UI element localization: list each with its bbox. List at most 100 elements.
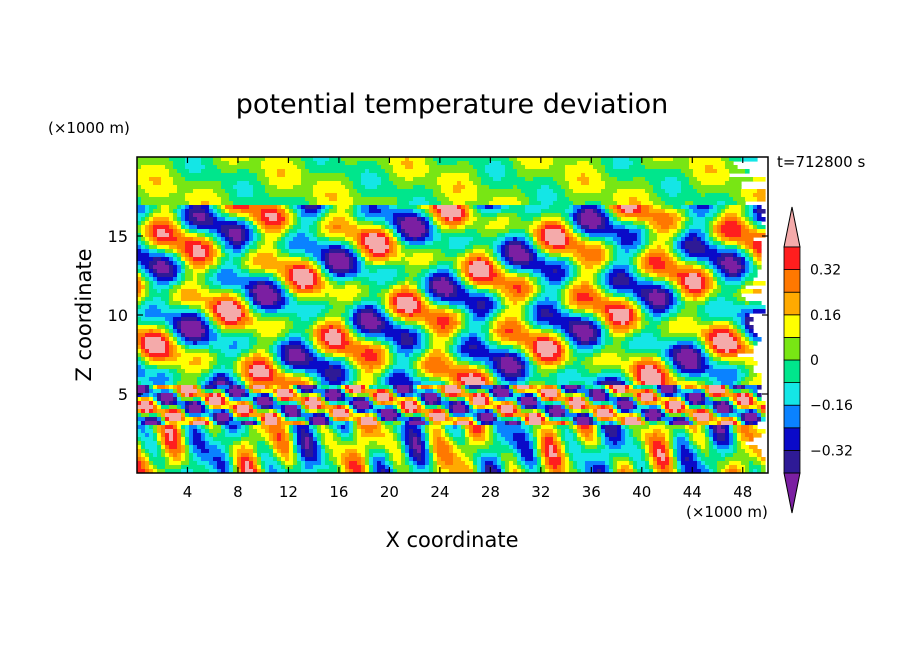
contour-cell [565, 393, 574, 398]
contour-cell [641, 373, 662, 378]
contour-cell [677, 389, 682, 394]
contour-cell [325, 305, 334, 310]
contour-cell [137, 281, 142, 286]
contour-cell [301, 157, 314, 162]
contour-cell [201, 389, 206, 394]
contour-cell [213, 325, 218, 330]
contour-cell [485, 409, 490, 414]
contour-cell [245, 237, 250, 242]
contour-cell [197, 281, 206, 286]
contour-cell [281, 285, 286, 290]
contour-cell [501, 409, 514, 414]
contour-cell [177, 205, 182, 210]
contour-cell [609, 173, 686, 178]
contour-cell [325, 397, 330, 402]
contour-cell [521, 189, 538, 194]
contour-cell [301, 209, 306, 214]
contour-cell [205, 277, 210, 282]
contour-cell [537, 353, 542, 358]
contour-cell [613, 313, 630, 318]
contour-cell [461, 209, 466, 214]
contour-cell [149, 329, 154, 334]
contour-cell [341, 385, 346, 390]
contour-cell [305, 405, 310, 410]
contour-cell [493, 321, 498, 326]
contour-cell [169, 297, 174, 302]
contour-cell [677, 177, 690, 182]
contour-cell [717, 285, 722, 290]
contour-cell [225, 261, 234, 266]
contour-cell [721, 273, 726, 278]
contour-cell [725, 389, 730, 394]
contour-cell [485, 321, 490, 326]
contour-cell [633, 361, 638, 366]
contour-cell [261, 301, 274, 306]
contour-cell [425, 389, 434, 394]
contour-cell [305, 249, 322, 254]
contour-cell [325, 313, 342, 318]
contour-cell [741, 233, 766, 238]
contour-cell [625, 377, 630, 382]
contour-cell [205, 325, 210, 330]
contour-cell [221, 157, 250, 162]
contour-cell [733, 301, 746, 306]
contour-cell [257, 317, 290, 322]
contour-cell [137, 325, 158, 330]
contour-cell [449, 245, 466, 250]
contour-cell [517, 157, 554, 162]
contour-cell [701, 285, 706, 290]
contour-cell [497, 217, 510, 222]
contour-cell [561, 393, 566, 398]
contour-cell [153, 285, 170, 290]
contour-cell [357, 309, 362, 314]
contour-cell [629, 257, 634, 262]
contour-cell [709, 365, 714, 370]
contour-cell [237, 409, 250, 414]
contour-cell [177, 397, 182, 402]
contour-cell [629, 389, 642, 394]
contour-cell [285, 321, 294, 326]
contour-cell [177, 189, 194, 194]
contour-cell [521, 361, 526, 366]
contour-cell [745, 169, 750, 174]
contour-cell [725, 297, 738, 302]
contour-cell [277, 409, 282, 414]
contour-cell [617, 189, 646, 194]
contour-cell [493, 205, 502, 210]
contour-cell [329, 293, 358, 298]
contour-cell [601, 177, 618, 182]
contour-cell [505, 385, 510, 390]
contour-cell [417, 365, 422, 370]
contour-cell [449, 313, 458, 318]
contour-cell [141, 337, 146, 342]
contour-cell [293, 393, 298, 398]
contour-cell [453, 269, 458, 274]
contour-cell [741, 257, 746, 262]
contour-cell [253, 333, 262, 338]
contour-cell [141, 217, 146, 222]
contour-cell [457, 341, 462, 346]
contour-cell [245, 221, 250, 226]
contour-cell [565, 345, 570, 350]
contour-cell [393, 317, 402, 322]
contour-cell [341, 313, 350, 318]
contour-cell [217, 217, 226, 222]
contour-cell [737, 333, 742, 338]
contour-cell [253, 185, 266, 190]
contour-cell [393, 241, 398, 246]
contour-cell [757, 397, 762, 402]
contour-cell [249, 289, 254, 294]
contour-cell [637, 405, 650, 410]
contour-cell [677, 297, 682, 302]
contour-cell [673, 241, 678, 246]
contour-cell [673, 237, 678, 242]
contour-cell [737, 377, 742, 382]
contour-cell [169, 333, 174, 338]
contour-cell [369, 277, 394, 282]
contour-cell [745, 241, 754, 246]
contour-cell [157, 245, 170, 250]
contour-cell [425, 333, 430, 338]
contour-cell [589, 413, 594, 418]
contour-cell [441, 381, 446, 386]
contour-cell [741, 229, 750, 234]
